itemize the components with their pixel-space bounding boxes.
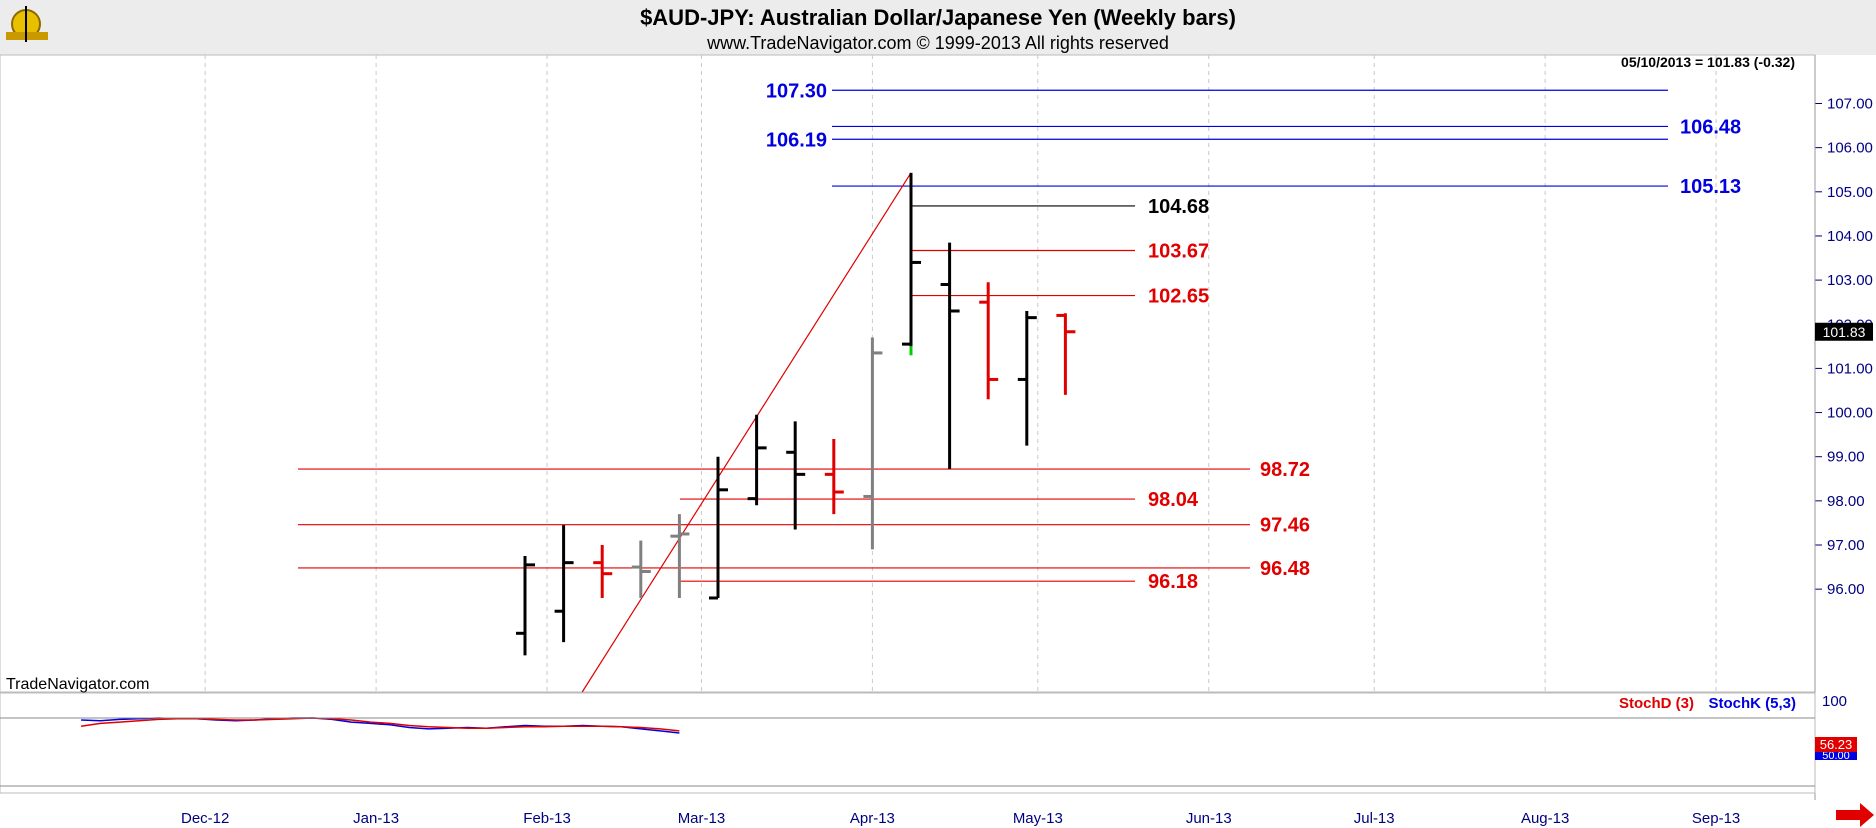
blue-level-label: 105.13 bbox=[1680, 176, 1741, 198]
ohlc-bar bbox=[863, 337, 883, 550]
ohlc-bar bbox=[902, 172, 921, 356]
y-tick-label: 98.00 bbox=[1827, 493, 1865, 510]
x-tick-label: Mar-13 bbox=[678, 810, 726, 827]
ohlc-bar bbox=[1056, 313, 1076, 395]
y-tick-label: 106.00 bbox=[1827, 140, 1873, 157]
chart-title: $AUD-JPY: Australian Dollar/Japanese Yen… bbox=[640, 5, 1236, 30]
red-level-label: 98.04 bbox=[1148, 489, 1199, 511]
x-tick-label: Apr-13 bbox=[850, 810, 895, 827]
x-tick-label: Jul-13 bbox=[1354, 810, 1395, 827]
ohlc-bar bbox=[824, 439, 844, 515]
y-tick-label: 96.00 bbox=[1827, 581, 1865, 598]
x-tick-label: May-13 bbox=[1013, 810, 1063, 827]
y-tick-label: 104.00 bbox=[1827, 228, 1873, 245]
x-tick-label: Sep-13 bbox=[1692, 810, 1740, 827]
blue-level-label: 106.48 bbox=[1680, 116, 1741, 138]
stochastic-lines bbox=[80, 717, 680, 734]
ohlc-bar bbox=[940, 242, 960, 470]
stochd-label: StochD (3) bbox=[1619, 695, 1694, 712]
red-level-label: 102.65 bbox=[1148, 286, 1209, 308]
x-tick-label: Feb-13 bbox=[523, 810, 571, 827]
scroll-arrow-icon[interactable] bbox=[1836, 803, 1874, 827]
ohlc-bar bbox=[631, 540, 651, 598]
fib-levels: 103.67 102.65 98.72 98.04 97.46 96.48 96.18 107… bbox=[298, 80, 1741, 593]
chart-subtitle: www.TradeNavigator.com © 1999-2013 All r… bbox=[706, 33, 1169, 53]
ohlc-bar bbox=[593, 545, 613, 598]
y-tick-label: 107.00 bbox=[1827, 96, 1873, 113]
x-tick-label: Jan-13 bbox=[353, 810, 399, 827]
watermark-label: TradeNavigator.com bbox=[6, 676, 149, 693]
price-panel bbox=[0, 54, 1816, 693]
ohlc-bar bbox=[554, 525, 574, 643]
ohlc-bar bbox=[670, 514, 690, 598]
red-level-label: 96.18 bbox=[1148, 571, 1198, 593]
y-tick-label: 100.00 bbox=[1827, 405, 1873, 422]
y-tick-label: 103.00 bbox=[1827, 272, 1873, 289]
y-tick-label: 99.00 bbox=[1827, 449, 1865, 466]
x-tick-label: Jun-13 bbox=[1186, 810, 1232, 827]
ohlc-bar bbox=[1017, 311, 1037, 446]
red-level-label: 96.48 bbox=[1260, 558, 1310, 580]
ohlc-bar bbox=[979, 282, 999, 400]
header-band bbox=[0, 0, 1876, 55]
y-tick-label: 101.00 bbox=[1827, 360, 1873, 377]
price-bars bbox=[516, 172, 1076, 656]
x-axis: Dec-12 Jan-13 Feb-13 Mar-13 Apr-13 May-13 Jun-… bbox=[181, 810, 1740, 827]
trend-line bbox=[581, 172, 912, 693]
stochd-line bbox=[80, 717, 680, 732]
indicator-panel bbox=[0, 692, 1816, 794]
stochd-last: 56.23 bbox=[1820, 737, 1853, 752]
last-price-tag: 101.83 bbox=[1815, 322, 1873, 341]
black-level-label: 104.68 bbox=[1148, 196, 1209, 218]
vertical-grid bbox=[204, 55, 1717, 793]
x-tick-label: Dec-12 bbox=[181, 810, 229, 827]
y-tick-label: 97.00 bbox=[1827, 537, 1865, 554]
indicator-axis-label: 100 bbox=[1822, 693, 1847, 710]
last-value-note: 05/10/2013 = 101.83 (-0.32) bbox=[1621, 54, 1795, 70]
stochk-label: StochK (5,3) bbox=[1708, 695, 1796, 712]
stochk-last: 50.00 bbox=[1822, 750, 1850, 762]
y-axis: 107.00106.00105.00104.00103.00102.00101.… bbox=[1815, 96, 1873, 598]
ohlc-bar bbox=[709, 456, 728, 600]
blue-level-label: 107.30 bbox=[766, 80, 827, 102]
logo-icon bbox=[6, 6, 48, 42]
indicator-last-tags: 50.00 56.23 bbox=[1815, 737, 1857, 762]
red-level-label: 97.46 bbox=[1260, 515, 1310, 537]
blue-level-label: 106.19 bbox=[766, 129, 827, 151]
y-tick-label: 105.00 bbox=[1827, 184, 1873, 201]
ohlc-bar bbox=[786, 421, 806, 530]
ohlc-bar bbox=[747, 414, 767, 506]
red-level-label: 98.72 bbox=[1260, 459, 1310, 481]
last-price-label: 101.83 bbox=[1823, 324, 1866, 340]
ohlc-bar bbox=[516, 556, 535, 656]
red-level-label: 103.67 bbox=[1148, 241, 1209, 263]
x-tick-label: Aug-13 bbox=[1521, 810, 1569, 827]
